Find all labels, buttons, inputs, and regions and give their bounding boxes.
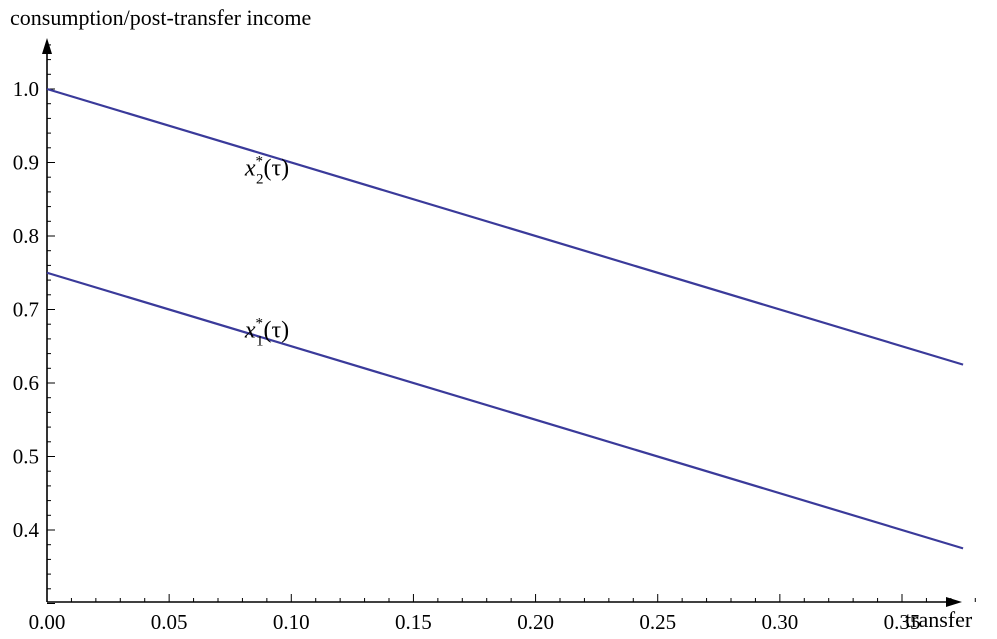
x-tick-label: 0.10 <box>273 610 310 634</box>
y-tick-label: 0.7 <box>13 298 39 322</box>
series-label-2: x* 1(τ) <box>244 315 289 349</box>
y-tick-label: 0.5 <box>13 445 39 469</box>
x-tick-label: 0.20 <box>517 610 554 634</box>
series-label-1: x* 2(τ) <box>244 154 289 188</box>
x-axis-arrow <box>946 597 962 607</box>
x-tick-label: 0.35 <box>884 610 921 634</box>
y-tick-label: 0.9 <box>13 151 39 175</box>
y-axis-title: consumption/post-transfer income <box>10 5 311 30</box>
y-tick-label: 0.8 <box>13 224 39 248</box>
x-tick-label: 0.00 <box>29 610 66 634</box>
y-axis-arrow <box>42 38 52 54</box>
y-tick-label: 1.0 <box>13 77 39 101</box>
x-tick-label: 0.30 <box>761 610 798 634</box>
x-axis: transfer <box>47 597 973 632</box>
series-line-2 <box>46 271 964 550</box>
series-line-1 <box>46 87 964 366</box>
y-ticks: 0.4 0.5 0.6 0.7 0.8 0.9 1.0 <box>13 44 55 604</box>
series-layer: x* 2(τ) x* 1(τ) <box>46 87 964 550</box>
x-axis-title: transfer <box>905 607 973 632</box>
x-tick-label: 0.05 <box>151 610 188 634</box>
x-tick-label: 0.25 <box>639 610 676 634</box>
y-tick-label: 0.6 <box>13 371 39 395</box>
x-tick-label: 0.15 <box>395 610 432 634</box>
y-axis: consumption/post-transfer income <box>10 5 311 602</box>
y-tick-label: 0.4 <box>13 518 40 542</box>
x-ticks: 0.00 0.05 0.10 0.15 0.20 0.25 0.30 0.35 <box>29 594 976 634</box>
